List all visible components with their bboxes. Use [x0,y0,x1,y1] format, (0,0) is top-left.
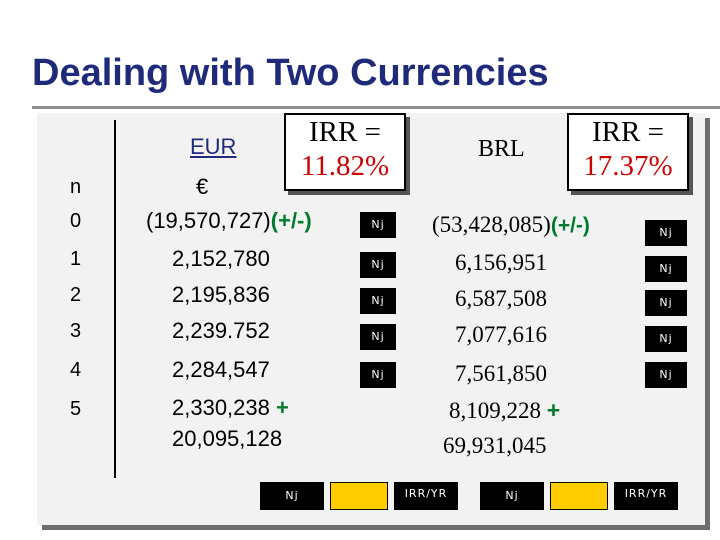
nj-key: Nj [645,220,687,246]
nj-key: Nj [360,252,396,278]
eur-flow: 2,152,780 [172,246,270,271]
irr-yr-key: IRR/YR [614,482,678,510]
eur-flow-row: (19,570,727)(+/-) [146,208,312,234]
brl-header: BRL [478,136,525,162]
eur-irr-value: 11.82% [300,150,390,182]
period-label: 0 [70,210,82,232]
eur-total: 20,095,128 [172,426,283,451]
brl-flow: 8,109,228 [449,398,541,423]
eur-flow: 2,239.752 [172,318,270,343]
eur-irr-box: IRR = 11.82% [284,113,406,191]
eur-irr-label: IRR = [309,116,381,148]
eur-flow-row: 2,330,238 + [172,395,289,421]
period-divider [114,120,116,478]
period-label: 2 [70,284,82,306]
period-header: n [70,176,82,198]
brl-total: 69,931,045 [443,433,547,458]
eur-sign-key: (+/-) [270,208,312,233]
period-label: 3 [70,320,82,342]
eur-flow: 2,284,547 [172,357,270,382]
period-label: 5 [70,398,82,420]
page-title: Dealing with Two Currencies [32,52,549,94]
nj-key: Nj [645,326,687,352]
brl-flow: 6,156,951 [455,250,547,275]
brl-flow-row: (53,428,085)(+/-) [432,212,590,238]
eur-header: EUR [190,134,237,159]
euro-symbol: € [196,174,209,199]
nj-key: Nj [360,212,396,238]
nj-key: Nj [645,290,687,316]
irr-yr-key: IRR/YR [394,482,458,510]
brl-flow: 7,561,850 [455,361,547,386]
eur-flow: (19,570,727) [146,208,271,233]
nj-key: Nj [360,362,396,388]
eur-flow: 2,330,238 [172,395,270,420]
period-label: 1 [70,248,82,270]
brl-flow: 6,587,508 [455,286,547,311]
brl-irr-label: IRR = [592,116,664,148]
brl-sum-op: + [546,397,561,423]
brl-irr-box: IRR = 17.37% [567,113,689,191]
nj-key: Nj [480,482,544,510]
highlight-key [550,482,608,510]
brl-flow: 7,077,616 [455,322,547,347]
eur-flow: 2,195,836 [172,282,270,307]
brl-irr-value: 17.37% [583,150,673,182]
nj-key: Nj [360,288,396,314]
brl-flow: (53,428,085) [432,212,551,237]
brl-flow-row: 8,109,228 + [449,397,560,424]
nj-key: Nj [645,256,687,282]
nj-key: Nj [645,362,687,388]
brl-sign-key: (+/-) [550,214,590,237]
nj-key: Nj [360,324,396,350]
highlight-key [330,482,388,510]
period-label: 4 [70,359,82,381]
title-underline [32,106,720,109]
nj-key: Nj [260,482,324,510]
eur-sum-op: + [276,395,289,420]
